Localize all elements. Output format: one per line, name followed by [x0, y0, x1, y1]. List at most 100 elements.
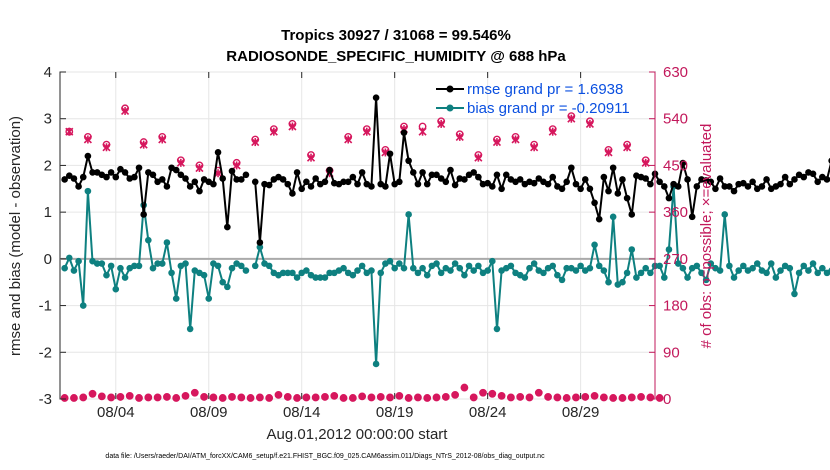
obs-evaluated-marker — [139, 140, 148, 149]
rmse-point — [140, 211, 147, 218]
bias-point — [484, 267, 491, 274]
bias-point — [168, 269, 175, 277]
bias-point — [600, 267, 608, 274]
rmse-point — [61, 176, 68, 183]
obs-bottom-marker — [367, 393, 376, 402]
obs-evaluated-marker — [437, 119, 446, 128]
obs-bottom-marker — [572, 393, 580, 402]
obs-evaluated-marker — [585, 119, 594, 128]
obs-bottom-marker — [553, 393, 562, 402]
rmse-point — [298, 185, 306, 193]
obs-evaluated-marker — [530, 143, 539, 152]
obs-evaluated-marker — [492, 138, 502, 147]
rmse-point — [284, 180, 292, 188]
obs-bottom-marker — [125, 391, 134, 400]
bias-point — [107, 262, 115, 270]
rmse-point — [131, 173, 138, 181]
obs-bottom-marker — [432, 393, 441, 402]
obs-bottom-marker — [618, 394, 627, 402]
rmse-point — [326, 166, 333, 174]
rmse-point — [103, 173, 110, 181]
bias-point — [354, 267, 361, 274]
rmse-point — [693, 183, 701, 190]
obs-bottom-marker — [358, 392, 367, 401]
bias-point — [65, 254, 73, 262]
obs-evaluated-marker — [288, 122, 297, 131]
bias-point — [419, 264, 426, 272]
rmse-point — [563, 178, 570, 186]
obs-bottom-marker — [135, 394, 143, 402]
obs-bottom-marker — [163, 393, 171, 401]
y-axis-left-ticks: -3 -2 -1 0 1 2 3 4 — [39, 64, 66, 408]
rmse-point — [809, 170, 817, 178]
obs-evaluated-marker — [623, 143, 632, 152]
bias-point — [456, 264, 464, 272]
rmse-point — [609, 164, 617, 172]
rmse-point — [660, 183, 668, 190]
rmse-point — [372, 94, 380, 101]
obs-bottom-marker — [460, 383, 469, 392]
obs-bottom-marker — [655, 394, 664, 402]
x-tick-label: 08/14 — [283, 404, 321, 421]
bias-point — [326, 269, 333, 277]
rmse-point — [628, 211, 636, 218]
obs-bottom-marker — [441, 393, 450, 401]
obs-evaluated-marker — [511, 135, 520, 144]
bias-point — [224, 283, 231, 291]
rmse-point — [558, 185, 566, 193]
rmse-point — [265, 181, 273, 189]
bias-point — [563, 264, 570, 272]
rmse-point — [647, 180, 654, 188]
obs-bottom-marker — [469, 393, 478, 402]
legend: rmse grand pr = 1.6938 bias grand pr = -… — [436, 81, 630, 117]
obs-bottom-marker — [200, 393, 209, 401]
rmse-point — [172, 166, 180, 174]
obs-bottom-marker — [488, 389, 497, 398]
bias-point — [391, 264, 398, 272]
bias-point — [400, 264, 408, 272]
rmse-point — [107, 169, 115, 176]
rmse-point — [419, 169, 426, 176]
bias-point — [800, 262, 808, 270]
bias-point — [753, 260, 761, 267]
plot-area — [59, 71, 656, 400]
bias-point — [623, 269, 631, 277]
rmse-point — [484, 179, 491, 187]
rmse-point — [354, 180, 361, 188]
bias-point — [75, 257, 82, 265]
bias-point — [163, 239, 171, 246]
bias-point — [368, 267, 375, 274]
bias-point — [117, 264, 124, 272]
y-tick-label: 3 — [44, 111, 52, 128]
obs-bottom-marker — [599, 393, 608, 402]
bias-point — [321, 274, 329, 281]
rmse-point — [744, 183, 752, 190]
rmse-point — [368, 183, 375, 190]
bias-point — [489, 257, 496, 265]
bias-point — [702, 276, 710, 284]
rmse-point — [595, 215, 603, 223]
bias-point — [414, 269, 422, 277]
bias-point — [289, 269, 296, 277]
obs-bottom-marker — [330, 391, 339, 400]
rmse-point — [112, 173, 120, 181]
obs-bottom-marker — [339, 394, 348, 402]
bias-point — [777, 267, 784, 274]
rmse-point — [303, 178, 310, 186]
bias-point — [228, 264, 236, 272]
obs-evaluated-marker — [176, 158, 185, 167]
bias-point — [214, 262, 222, 270]
bias-point — [679, 264, 687, 272]
obs-bottom-marker — [302, 393, 311, 402]
obs-bottom-marker — [423, 394, 432, 402]
rmse-point — [414, 180, 422, 188]
rmse-point — [800, 173, 808, 181]
bias-point — [730, 274, 738, 281]
rmse-point — [409, 169, 417, 176]
rmse-point — [502, 171, 510, 179]
rmse-point — [251, 178, 259, 186]
y2-tick-label: 180 — [663, 298, 688, 315]
bias-point — [447, 267, 454, 274]
x-tick-label: 08/24 — [469, 404, 507, 421]
